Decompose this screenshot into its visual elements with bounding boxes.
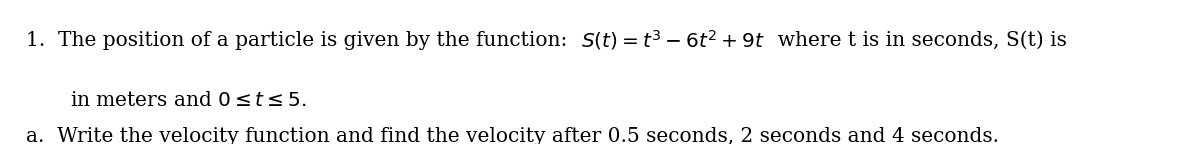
- Text: a.  Write the velocity function and find the velocity after 0.5 seconds, 2 secon: a. Write the velocity function and find …: [26, 127, 1000, 144]
- Text: in meters and $0 \leq t \leq 5.$: in meters and $0 \leq t \leq 5.$: [70, 91, 306, 110]
- Text: $S(t) = t^3 - 6t^2 + 9t$: $S(t) = t^3 - 6t^2 + 9t$: [581, 28, 764, 52]
- Text: 1.  The position of a particle is given by the function:: 1. The position of a particle is given b…: [26, 31, 581, 50]
- Text: where t is in seconds, S(t) is: where t is in seconds, S(t) is: [764, 31, 1067, 50]
